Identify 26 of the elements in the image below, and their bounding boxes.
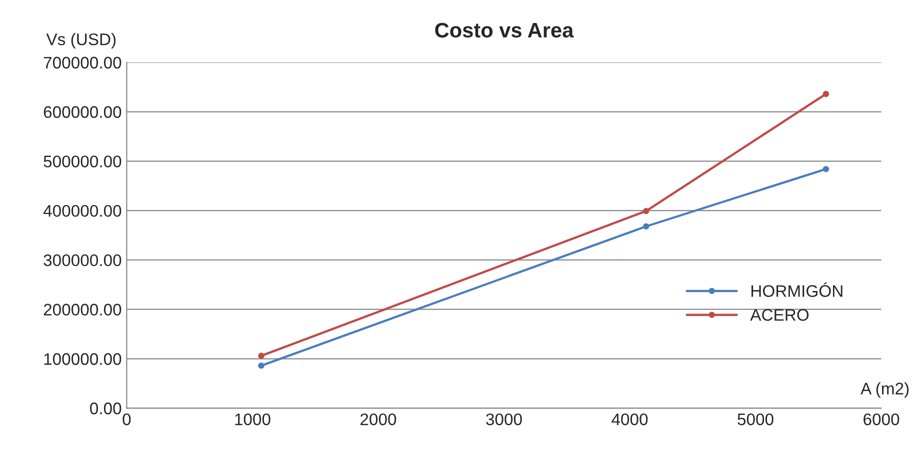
x-tick-label: 0 (122, 413, 131, 426)
x-tick-label: 5000 (738, 413, 774, 426)
legend-label: ACERO (750, 309, 809, 321)
x-tick-label: 2000 (360, 413, 396, 426)
y-axis-title: Vs (USD) (46, 33, 116, 49)
point (822, 90, 830, 98)
y-tick-label: 400000.00 (43, 204, 122, 217)
point (822, 166, 830, 172)
y-tick-label: 500000.00 (44, 156, 122, 168)
point (642, 208, 650, 214)
chart-title: Costo vs Area (435, 22, 574, 38)
point (642, 223, 650, 230)
y-tick-label: 0.00 (90, 402, 122, 414)
x-tick-label: 1000 (235, 413, 270, 426)
point (258, 352, 264, 359)
legend-label: HORMIGÓN (751, 282, 842, 297)
x-axis-title: A (m2) (860, 382, 909, 398)
y-tick-label: 700000.00 (44, 56, 122, 69)
x-tick-label: 4000 (612, 413, 648, 426)
x-tick-label: 3000 (486, 413, 522, 426)
y-tick-label: 100000.00 (44, 353, 122, 365)
y-tick-label: 600000.00 (44, 106, 122, 118)
y-tick-label: 200000.00 (44, 304, 122, 316)
point (258, 362, 264, 369)
x-tick-label: 6000 (864, 413, 900, 426)
y-tick-label: 300000.00 (44, 254, 122, 266)
